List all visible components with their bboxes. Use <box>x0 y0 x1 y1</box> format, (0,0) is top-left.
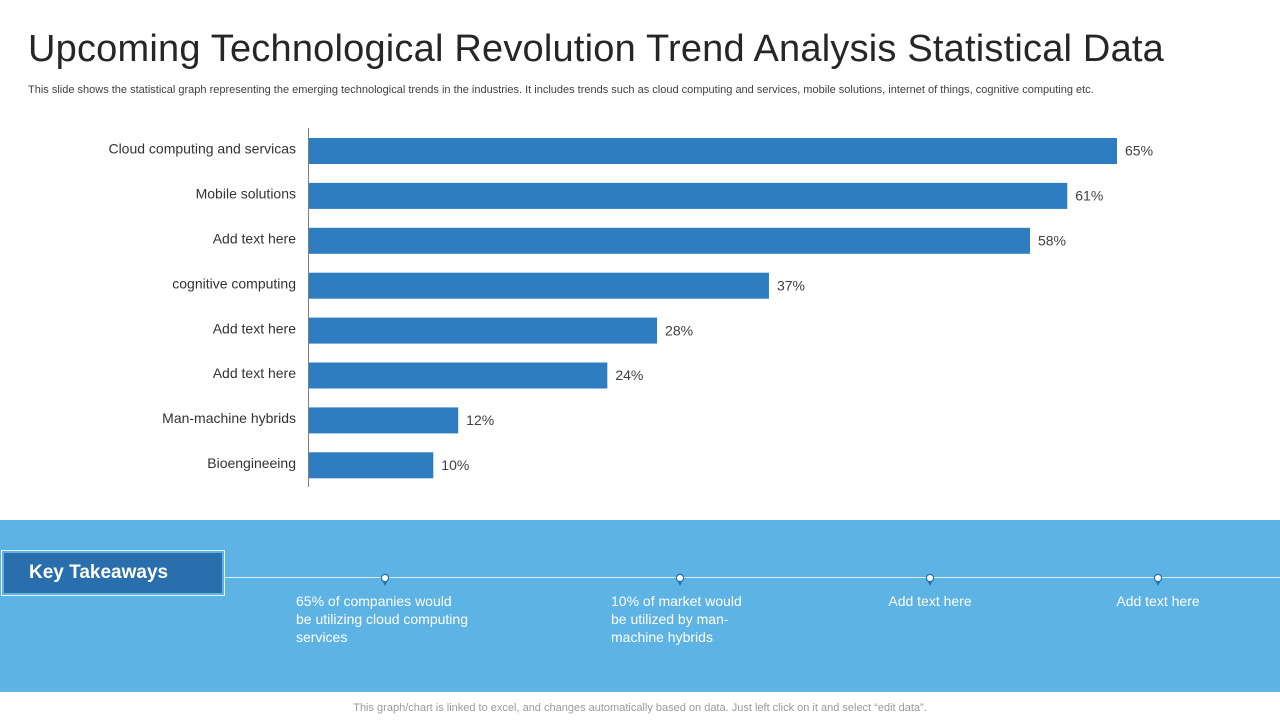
value-label: 37% <box>777 277 805 293</box>
category-label: Bioengineeing <box>207 455 296 471</box>
category-label: Add text here <box>213 365 296 381</box>
bar-chart: Cloud computing and servicas 65% Mobile so… <box>108 128 1153 487</box>
takeaway-text: Add text here <box>888 593 972 609</box>
takeaway-text: 65% of companies would be utilizing clou… <box>296 593 468 645</box>
value-label: 61% <box>1075 188 1103 204</box>
key-takeaways-band: Key Takeaways 65% of companies would be … <box>0 520 1280 692</box>
bar <box>309 317 658 344</box>
category-label: Add text here <box>213 320 296 336</box>
timeline-pin-icon <box>675 573 685 587</box>
bar <box>309 407 459 434</box>
takeaway-text: Add text here <box>1116 593 1200 609</box>
value-label: 58% <box>1038 233 1066 249</box>
category-label: Cloud computing and servicas <box>108 141 296 157</box>
footer-note: This graph/chart is linked to excel, and… <box>353 702 927 714</box>
category-label: Add text here <box>213 231 296 247</box>
value-label: 28% <box>665 322 693 338</box>
bar <box>309 272 769 299</box>
page-subtitle: This slide shows the statistical graph r… <box>28 84 1094 96</box>
page-title: Upcoming Technological Revolution Trend … <box>28 28 1165 70</box>
value-label: 24% <box>615 367 643 383</box>
category-label: Man-machine hybrids <box>162 410 296 426</box>
takeaway-text: 10% of market would be utilized by man-m… <box>611 593 742 645</box>
bar <box>309 227 1030 254</box>
value-label: 12% <box>466 412 494 428</box>
bar <box>309 182 1068 209</box>
timeline-line <box>225 577 1280 578</box>
bar <box>309 362 608 389</box>
category-label: Mobile solutions <box>196 186 296 202</box>
timeline-pin-icon <box>380 573 390 587</box>
timeline-pin-icon <box>1153 573 1163 587</box>
bar <box>309 138 1117 164</box>
key-takeaways-heading: Key Takeaways <box>4 553 222 593</box>
value-label: 65% <box>1125 143 1153 159</box>
bar <box>309 452 434 479</box>
value-label: 10% <box>441 457 469 473</box>
category-label: cognitive computing <box>172 275 296 291</box>
timeline-pin-icon <box>925 573 935 587</box>
bars-group: Cloud computing and servicas 65% Mobile so… <box>108 138 1153 479</box>
key-takeaways-box: Key Takeaways <box>1 550 225 596</box>
